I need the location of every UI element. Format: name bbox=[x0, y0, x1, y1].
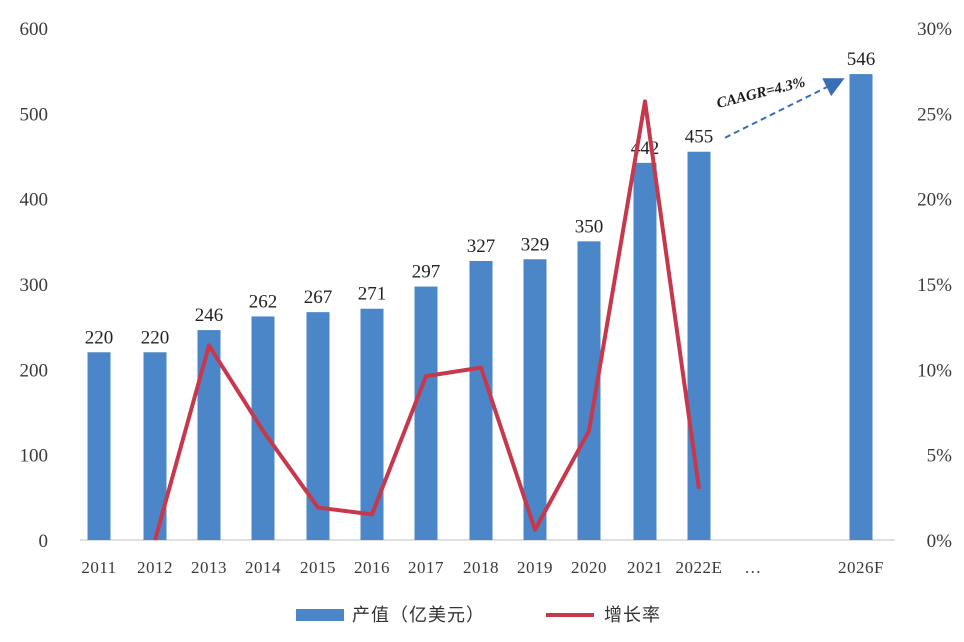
x-tick-label: 2017 bbox=[408, 558, 444, 577]
bar bbox=[577, 241, 601, 541]
legend-label-bar: 产值（亿美元） bbox=[352, 605, 485, 626]
legend-label-line: 增长率 bbox=[604, 605, 661, 626]
y-left-tick-label: 100 bbox=[20, 446, 49, 467]
legend-swatch-bar bbox=[296, 609, 344, 621]
bar-data-label: 455 bbox=[685, 127, 714, 148]
y-left-tick-label: 500 bbox=[20, 104, 49, 125]
y-left-tick-label: 0 bbox=[39, 531, 49, 552]
x-tick-label: 2015 bbox=[300, 558, 336, 577]
bar bbox=[414, 286, 438, 540]
y-right-tick-label: 0% bbox=[927, 531, 953, 552]
x-axis-ticks: 2011 2012 2013 2014 2015 2016 2017 2018 2019 2020… bbox=[81, 558, 884, 577]
x-tick-label: 2013 bbox=[191, 558, 227, 577]
y-right-tick-label: 5% bbox=[927, 446, 953, 467]
bar-data-label: 327 bbox=[467, 236, 496, 257]
bar-data-label: 220 bbox=[141, 327, 170, 348]
bar bbox=[197, 330, 221, 540]
x-tick-label: 2016 bbox=[354, 558, 390, 577]
growth-rate-line bbox=[153, 99, 701, 541]
legend: 产值（亿美元） 增长率 bbox=[296, 605, 661, 626]
bar bbox=[523, 259, 547, 540]
y-right-tick-label: 10% bbox=[917, 360, 952, 381]
bar-data-label: 350 bbox=[575, 216, 604, 237]
bar bbox=[469, 260, 493, 540]
bar-data-label: 329 bbox=[521, 234, 550, 255]
bar bbox=[87, 352, 111, 540]
bar bbox=[306, 312, 330, 540]
x-tick-label: 2020 bbox=[571, 558, 607, 577]
bar-data-label: 546 bbox=[847, 49, 876, 70]
bar bbox=[143, 352, 167, 540]
y-right-tick-label: 20% bbox=[917, 190, 952, 211]
bar bbox=[633, 162, 657, 540]
x-tick-label: 2019 bbox=[517, 558, 553, 577]
x-tick-label: … bbox=[744, 558, 762, 577]
bar-series bbox=[87, 74, 873, 541]
y-left-tick-label: 300 bbox=[20, 275, 49, 296]
bar-data-label: 262 bbox=[249, 291, 278, 312]
x-tick-label: 2026F bbox=[838, 558, 884, 577]
x-tick-label: 2022E bbox=[676, 558, 723, 577]
y-right-tick-label: 25% bbox=[917, 104, 952, 125]
bar-data-label: 271 bbox=[358, 284, 387, 305]
x-tick-label: 2014 bbox=[245, 558, 281, 577]
bar-data-label: 297 bbox=[412, 262, 441, 283]
cagr-annotation: CAAGR=4.3% bbox=[715, 74, 845, 139]
x-tick-label: 2018 bbox=[463, 558, 499, 577]
y-right-tick-label: 30% bbox=[917, 19, 952, 40]
x-tick-label: 2021 bbox=[627, 558, 663, 577]
y-right-tick-label: 15% bbox=[917, 275, 952, 296]
bar-data-label: 267 bbox=[304, 287, 333, 308]
cagr-label: CAAGR=4.3% bbox=[715, 74, 807, 111]
x-tick-label: 2011 bbox=[81, 558, 116, 577]
bar-data-label: 246 bbox=[195, 305, 224, 326]
x-tick-label: 2012 bbox=[137, 558, 173, 577]
y-left-tick-label: 200 bbox=[20, 360, 49, 381]
cagr-arrow bbox=[724, 78, 845, 139]
bar bbox=[360, 308, 384, 540]
right-axis: 0% 5% 10% 15% 20% 25% 30% bbox=[917, 19, 952, 552]
y-left-tick-label: 600 bbox=[20, 19, 49, 40]
y-left-tick-label: 400 bbox=[20, 190, 49, 211]
bar-data-label: 220 bbox=[85, 327, 114, 348]
left-axis: 0 100 200 300 400 500 600 bbox=[20, 19, 49, 552]
bar bbox=[849, 74, 873, 540]
